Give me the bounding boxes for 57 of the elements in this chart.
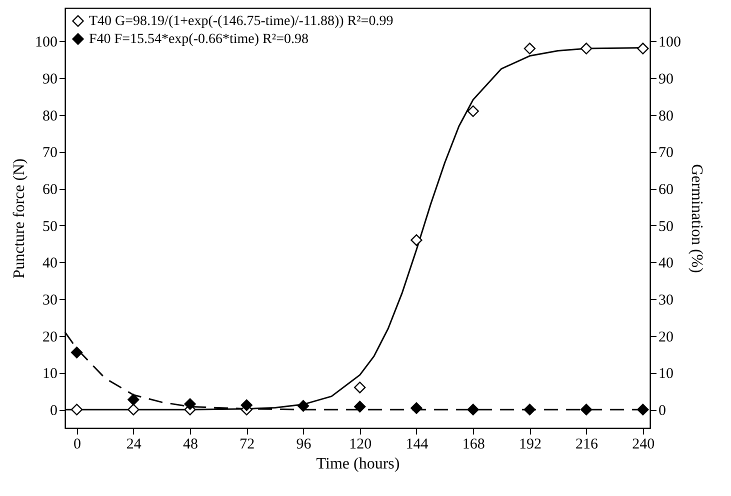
y2-tick-label: 0 (658, 403, 666, 420)
point (580, 42, 592, 54)
x-tick-label: 168 (462, 436, 485, 452)
y2-tick-label: 100 (658, 34, 681, 51)
x-tick-label: 192 (518, 436, 542, 452)
legend-label: F40 F=15.54*exp(-0.66*time) R²=0.98 (89, 32, 308, 47)
x-tick-label: 120 (349, 436, 372, 452)
y-tick-label: 40 (42, 256, 58, 272)
y-tick-label: 20 (42, 329, 58, 346)
y2-tick-label: 10 (658, 366, 674, 382)
y-tick-label: 80 (42, 108, 58, 124)
point (410, 402, 422, 414)
x-tick-label: 72 (240, 436, 255, 452)
y-axis-title: Puncture force (N) (11, 158, 28, 278)
point (70, 346, 83, 358)
y-tick-label: 100 (35, 34, 58, 51)
point (637, 42, 649, 54)
x-tick-label: 48 (183, 436, 198, 452)
point (354, 400, 366, 412)
y-tick-label: 50 (42, 218, 58, 235)
y-tick-label: 90 (42, 72, 58, 88)
y-tick-label: 10 (42, 366, 58, 382)
point (410, 234, 422, 246)
y2-tick-label: 70 (658, 145, 674, 162)
y2-axis-title: Germination (%) (688, 164, 705, 273)
y-tick-label: 0 (50, 403, 58, 420)
y2-tick-label: 50 (658, 218, 674, 235)
y2-tick-label: 30 (658, 292, 674, 309)
x-axis-title: Time (hours) (316, 456, 400, 472)
legend-label: T40 G=98.19/(1+exp(-(146.75-time)/-11.88)) R²=0.99 (89, 14, 394, 29)
point (128, 404, 140, 416)
point (354, 382, 366, 394)
point (297, 400, 310, 412)
point (637, 404, 649, 416)
point (70, 404, 83, 416)
y2-tick-label: 60 (658, 182, 674, 198)
point (128, 394, 140, 406)
point (524, 42, 536, 54)
x-tick-label: 24 (126, 436, 142, 452)
y2-tick-label: 90 (658, 72, 674, 88)
point (184, 398, 196, 410)
point (580, 404, 592, 416)
y2-tick-label: 40 (658, 256, 674, 272)
x-tick-label: 0 (74, 436, 82, 452)
x-tick-label: 96 (296, 436, 312, 452)
y-tick-label: 60 (42, 182, 58, 198)
y-tick-label: 30 (42, 292, 58, 309)
y2-tick-label: 20 (658, 329, 674, 346)
point (524, 404, 536, 416)
y-tick-label: 70 (42, 145, 58, 162)
point (467, 105, 479, 117)
x-tick-label: 144 (406, 436, 429, 452)
point (467, 404, 479, 416)
x-tick-label: 216 (576, 436, 599, 452)
point (240, 399, 252, 411)
y2-tick-label: 80 (658, 108, 674, 124)
x-tick-label: 240 (632, 436, 655, 452)
